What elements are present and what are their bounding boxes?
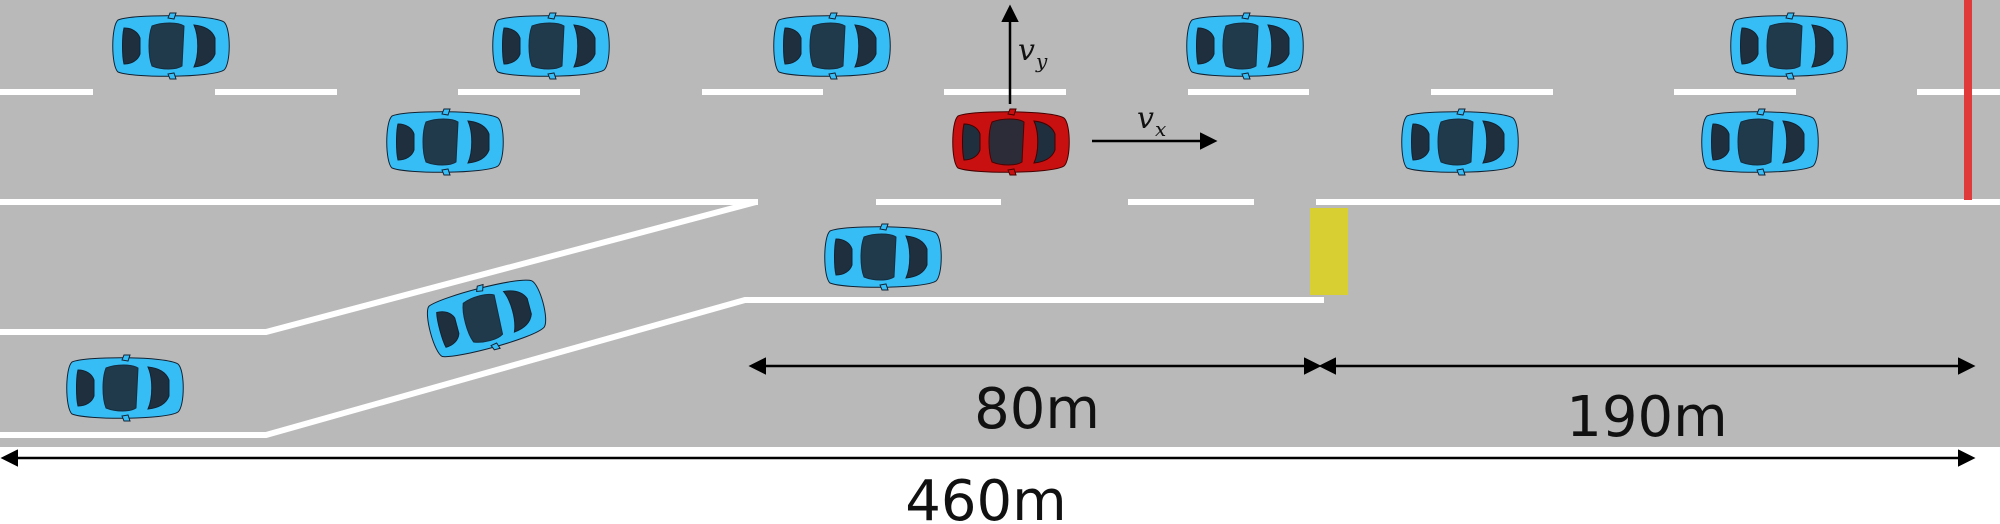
car-icon — [492, 12, 610, 80]
car-icon — [112, 12, 230, 80]
merge-length-label: 80m — [974, 377, 1100, 442]
vy-label: v — [1018, 33, 1035, 68]
dimension-lines — [0, 357, 1976, 467]
car-icon — [1401, 108, 1519, 176]
car-icon — [1186, 12, 1304, 80]
car-icon — [773, 12, 891, 80]
velocity-vectors: v y v x — [1001, 4, 1218, 150]
car-icon — [386, 108, 504, 176]
ego-car-icon — [952, 108, 1070, 176]
lane-markings — [0, 89, 2000, 438]
after-merge-length-label: 190m — [1566, 385, 1727, 450]
car-icon — [824, 223, 942, 291]
car-icon — [1730, 12, 1848, 80]
merge-end-marker — [1310, 208, 1348, 295]
ramp-outer-edge — [0, 297, 1324, 438]
ramp-inner-edge — [0, 199, 757, 335]
vx-label: v — [1137, 101, 1154, 136]
car-icon — [66, 354, 184, 422]
car-icon — [1701, 108, 1819, 176]
total-length-label: 460m — [905, 469, 1066, 524]
vx-subscript: x — [1155, 117, 1166, 141]
vy-subscript: y — [1035, 49, 1048, 73]
